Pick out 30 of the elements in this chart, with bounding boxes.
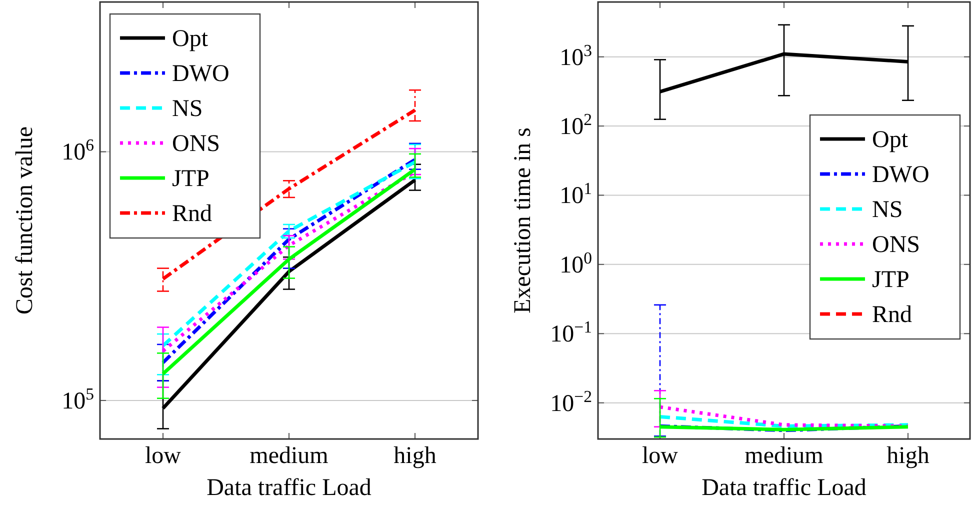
- y-tick-label: 10$^{1}$: [560, 178, 592, 210]
- legend-label: ONS: [872, 232, 920, 258]
- legend-label: ONS: [172, 131, 220, 157]
- legend-label: JTP: [172, 166, 210, 192]
- legend-label: JTP: [872, 267, 910, 293]
- x-tick-label: medium: [250, 443, 329, 469]
- legend-label: NS: [172, 96, 203, 122]
- y-tick-label: 10$^{6}$: [62, 135, 94, 166]
- x-tick-label: low: [145, 443, 182, 469]
- y-tick-label: 10$^{−1}$: [550, 317, 592, 348]
- x-axis-title: Data traffic Load: [206, 475, 372, 501]
- legend-label: Rnd: [872, 302, 912, 328]
- x-tick-label: high: [886, 443, 930, 469]
- legend-label: DWO: [872, 162, 930, 188]
- legend-label: NS: [872, 197, 903, 223]
- y-tick-label: 10$^{−2}$: [550, 386, 592, 417]
- y-tick-label: 10$^{0}$: [560, 248, 592, 278]
- x-tick-label: high: [394, 443, 436, 469]
- x-tick-label: low: [642, 443, 679, 469]
- y-axis-title: Cost function value: [12, 126, 38, 314]
- x-axis-title: Data traffic Load: [702, 475, 866, 501]
- legend-label: DWO: [172, 61, 230, 87]
- legend-label: Opt: [172, 26, 208, 52]
- legend-label: Opt: [872, 127, 908, 153]
- y-tick-label: 10$^{2}$: [560, 110, 592, 140]
- x-tick-label: medium: [744, 443, 824, 469]
- y-tick-label: 10$^{5}$: [62, 384, 94, 414]
- y-tick-label: 10$^{3}$: [560, 40, 592, 71]
- legend-label: Rnd: [172, 201, 212, 227]
- y-axis-title: Execution time in s: [510, 128, 536, 314]
